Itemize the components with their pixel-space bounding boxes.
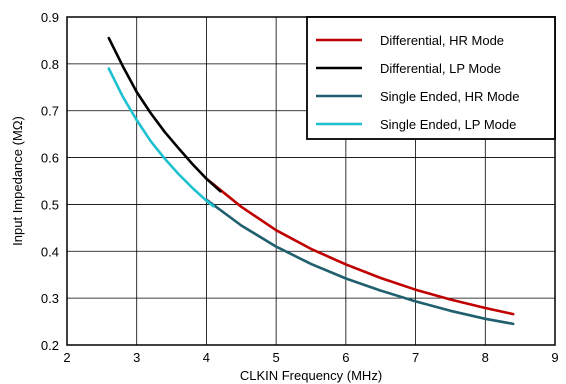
x-tick-label: 7 — [412, 350, 419, 365]
x-tick-label: 4 — [203, 350, 210, 365]
legend-label: Differential, HR Mode — [380, 33, 504, 48]
y-tick-labels: 0.2 0.3 0.4 0.5 0.6 0.7 0.8 0.9 — [41, 10, 59, 353]
y-tick-label: 0.3 — [41, 291, 59, 306]
x-tick-labels: 2 3 4 5 6 7 8 9 — [63, 350, 558, 365]
legend-item: Single Ended, HR Mode — [316, 89, 519, 104]
x-axis-title: CLKIN Frequency (MHz) — [240, 368, 382, 383]
y-tick-label: 0.2 — [41, 338, 59, 353]
series-layer — [107, 36, 515, 326]
legend-box — [306, 16, 556, 140]
x-tick-label: 9 — [551, 350, 558, 365]
y-tick-label: 0.7 — [41, 104, 59, 119]
legend-label: Single Ended, HR Mode — [380, 89, 519, 104]
x-tick-label: 8 — [482, 350, 489, 365]
y-axis-title: Input Impedance (MΩ) — [10, 116, 25, 246]
legend-label: Single Ended, LP Mode — [380, 117, 516, 132]
y-tick-label: 0.9 — [41, 10, 59, 25]
series-line-3 — [205, 198, 515, 326]
x-tick-label: 5 — [273, 350, 280, 365]
y-tick-label: 0.5 — [41, 197, 59, 212]
legend-label: Differential, LP Mode — [380, 61, 501, 76]
legend-item: Differential, HR Mode — [316, 33, 504, 48]
series-line-1 — [205, 177, 515, 316]
series-line-2 — [107, 36, 222, 193]
legend: Differential, HR Mode Differential, LP Mo… — [306, 16, 556, 140]
x-tick-label: 2 — [63, 350, 70, 365]
y-tick-label: 0.6 — [41, 151, 59, 166]
x-tick-label: 6 — [342, 350, 349, 365]
y-tick-label: 0.4 — [41, 244, 59, 259]
x-tick-label: 3 — [133, 350, 140, 365]
legend-item: Single Ended, LP Mode — [316, 117, 516, 132]
y-tick-label: 0.8 — [41, 57, 59, 72]
legend-item: Differential, LP Mode — [316, 61, 501, 76]
series-line-4 — [107, 67, 215, 208]
